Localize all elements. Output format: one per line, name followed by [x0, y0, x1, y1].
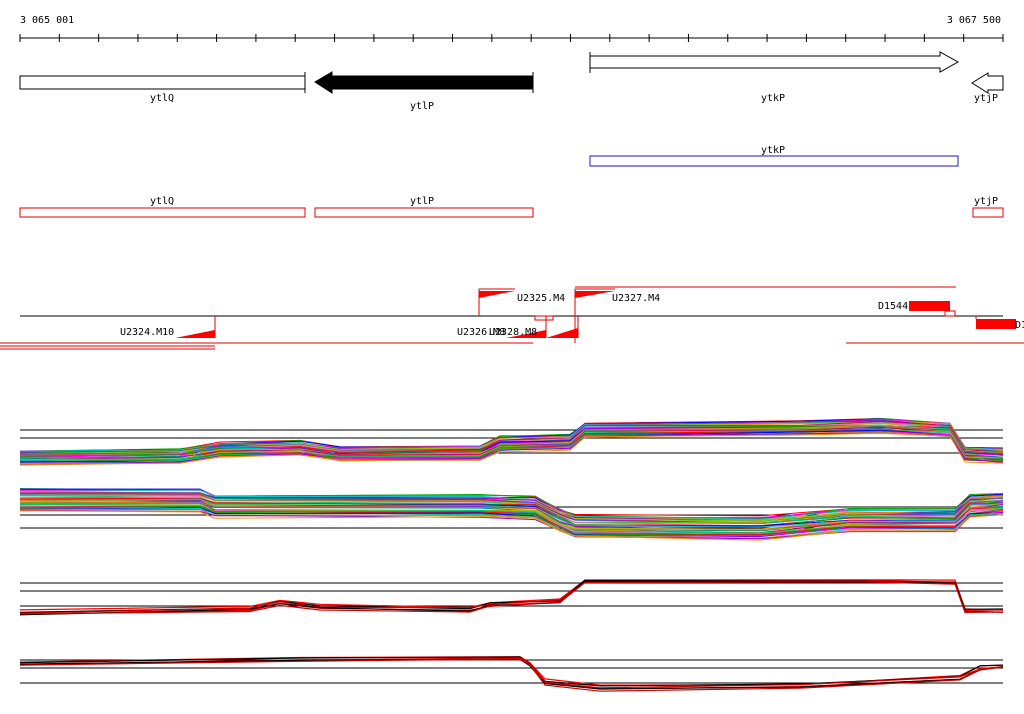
coordinate-ruler: 3 065 001 3 067 500 — [19, 15, 1004, 42]
feature-U2324-marker[interactable] — [175, 330, 215, 338]
feature-track: U2325.M4 U2327.M4 D1544 U2324.M10 U2326.… — [0, 286, 1024, 350]
expression-profile-line — [19, 496, 1004, 527]
expression-profile-line — [19, 426, 1004, 460]
red-ytlQ-label: ytlQ — [150, 196, 174, 207]
expression-profile-line — [19, 510, 1004, 541]
red-ytlP-label: ytlP — [410, 196, 434, 207]
gene-ytkP-label: ytkP — [761, 93, 785, 104]
feature-U2326-marker[interactable] — [506, 330, 546, 338]
feature-D1-label: D1 — [1015, 320, 1024, 331]
blue-annotation-track: ytkP — [589, 145, 959, 167]
gene-ytlP-arrow[interactable] — [314, 71, 534, 94]
red-annotation-track: ytlQ ytlP ytjP — [19, 196, 1004, 218]
expression-profile-line — [19, 492, 1004, 522]
red-ytjP-label: ytjP — [974, 196, 998, 207]
expression-profile-line — [19, 432, 1004, 465]
feature-D1544-bar[interactable] — [909, 301, 950, 311]
red-ytlQ-box[interactable] — [19, 207, 306, 218]
blue-ytkP-label: ytkP — [761, 145, 785, 156]
expression-profile-line — [19, 581, 1004, 615]
feature-D1544-label: D1544 — [878, 301, 908, 312]
feature-U2324-label: U2324.M10 — [120, 327, 174, 338]
gene-ytjP-arrow[interactable] — [971, 72, 1004, 94]
expression-panel-4 — [19, 656, 1004, 692]
expression-profile-line — [19, 658, 1004, 692]
feature-U2326-label: U2326.M8 — [457, 327, 505, 338]
feature-U2325-small-box — [534, 315, 554, 321]
ruler-ticks — [19, 34, 1004, 42]
gene-ytlQ-box[interactable] — [19, 75, 306, 90]
expression-panel-2 — [19, 488, 1004, 541]
panel-1-profiles — [19, 417, 1004, 466]
gene-ytkP-arrow[interactable] — [589, 51, 960, 73]
feature-U2327-marker[interactable] — [575, 291, 615, 298]
feature-D1544-small-box — [944, 310, 956, 317]
feature-U2327-label: U2327.M4 — [612, 293, 660, 304]
expression-profile-line — [19, 506, 1004, 536]
feature-U2328-marker[interactable] — [546, 328, 578, 338]
gene-ytlQ-label: ytlQ — [150, 93, 174, 104]
feature-D1-bar[interactable] — [976, 319, 1016, 329]
expression-panel-3 — [19, 579, 1004, 616]
panel-2-profiles — [19, 488, 1004, 541]
gene-ytlP-label: ytlP — [410, 101, 434, 112]
red-ytjP-box[interactable] — [972, 207, 1004, 218]
ruler-start-label: 3 065 001 — [20, 15, 74, 26]
blue-ytkP-box[interactable] — [589, 155, 959, 167]
ruler-end-label: 3 067 500 — [947, 15, 1001, 26]
expression-profile-line — [19, 657, 1004, 689]
panel-3-profiles — [19, 579, 1004, 616]
expression-profile-line — [19, 498, 1004, 528]
red-ytlP-box[interactable] — [314, 207, 534, 218]
panel-4-profiles — [19, 656, 1004, 692]
expression-panel-1 — [19, 417, 1004, 466]
expression-profile-line — [19, 656, 1004, 687]
feature-U2325-label: U2325.M4 — [517, 293, 565, 304]
gene-track: ytlQ ytlP ytkP ytjP — [19, 51, 1004, 112]
feature-U2325-marker[interactable] — [479, 291, 515, 298]
feature-U2328-label: U2328.M8 — [489, 327, 537, 338]
gene-ytjP-label: ytjP — [974, 93, 998, 104]
